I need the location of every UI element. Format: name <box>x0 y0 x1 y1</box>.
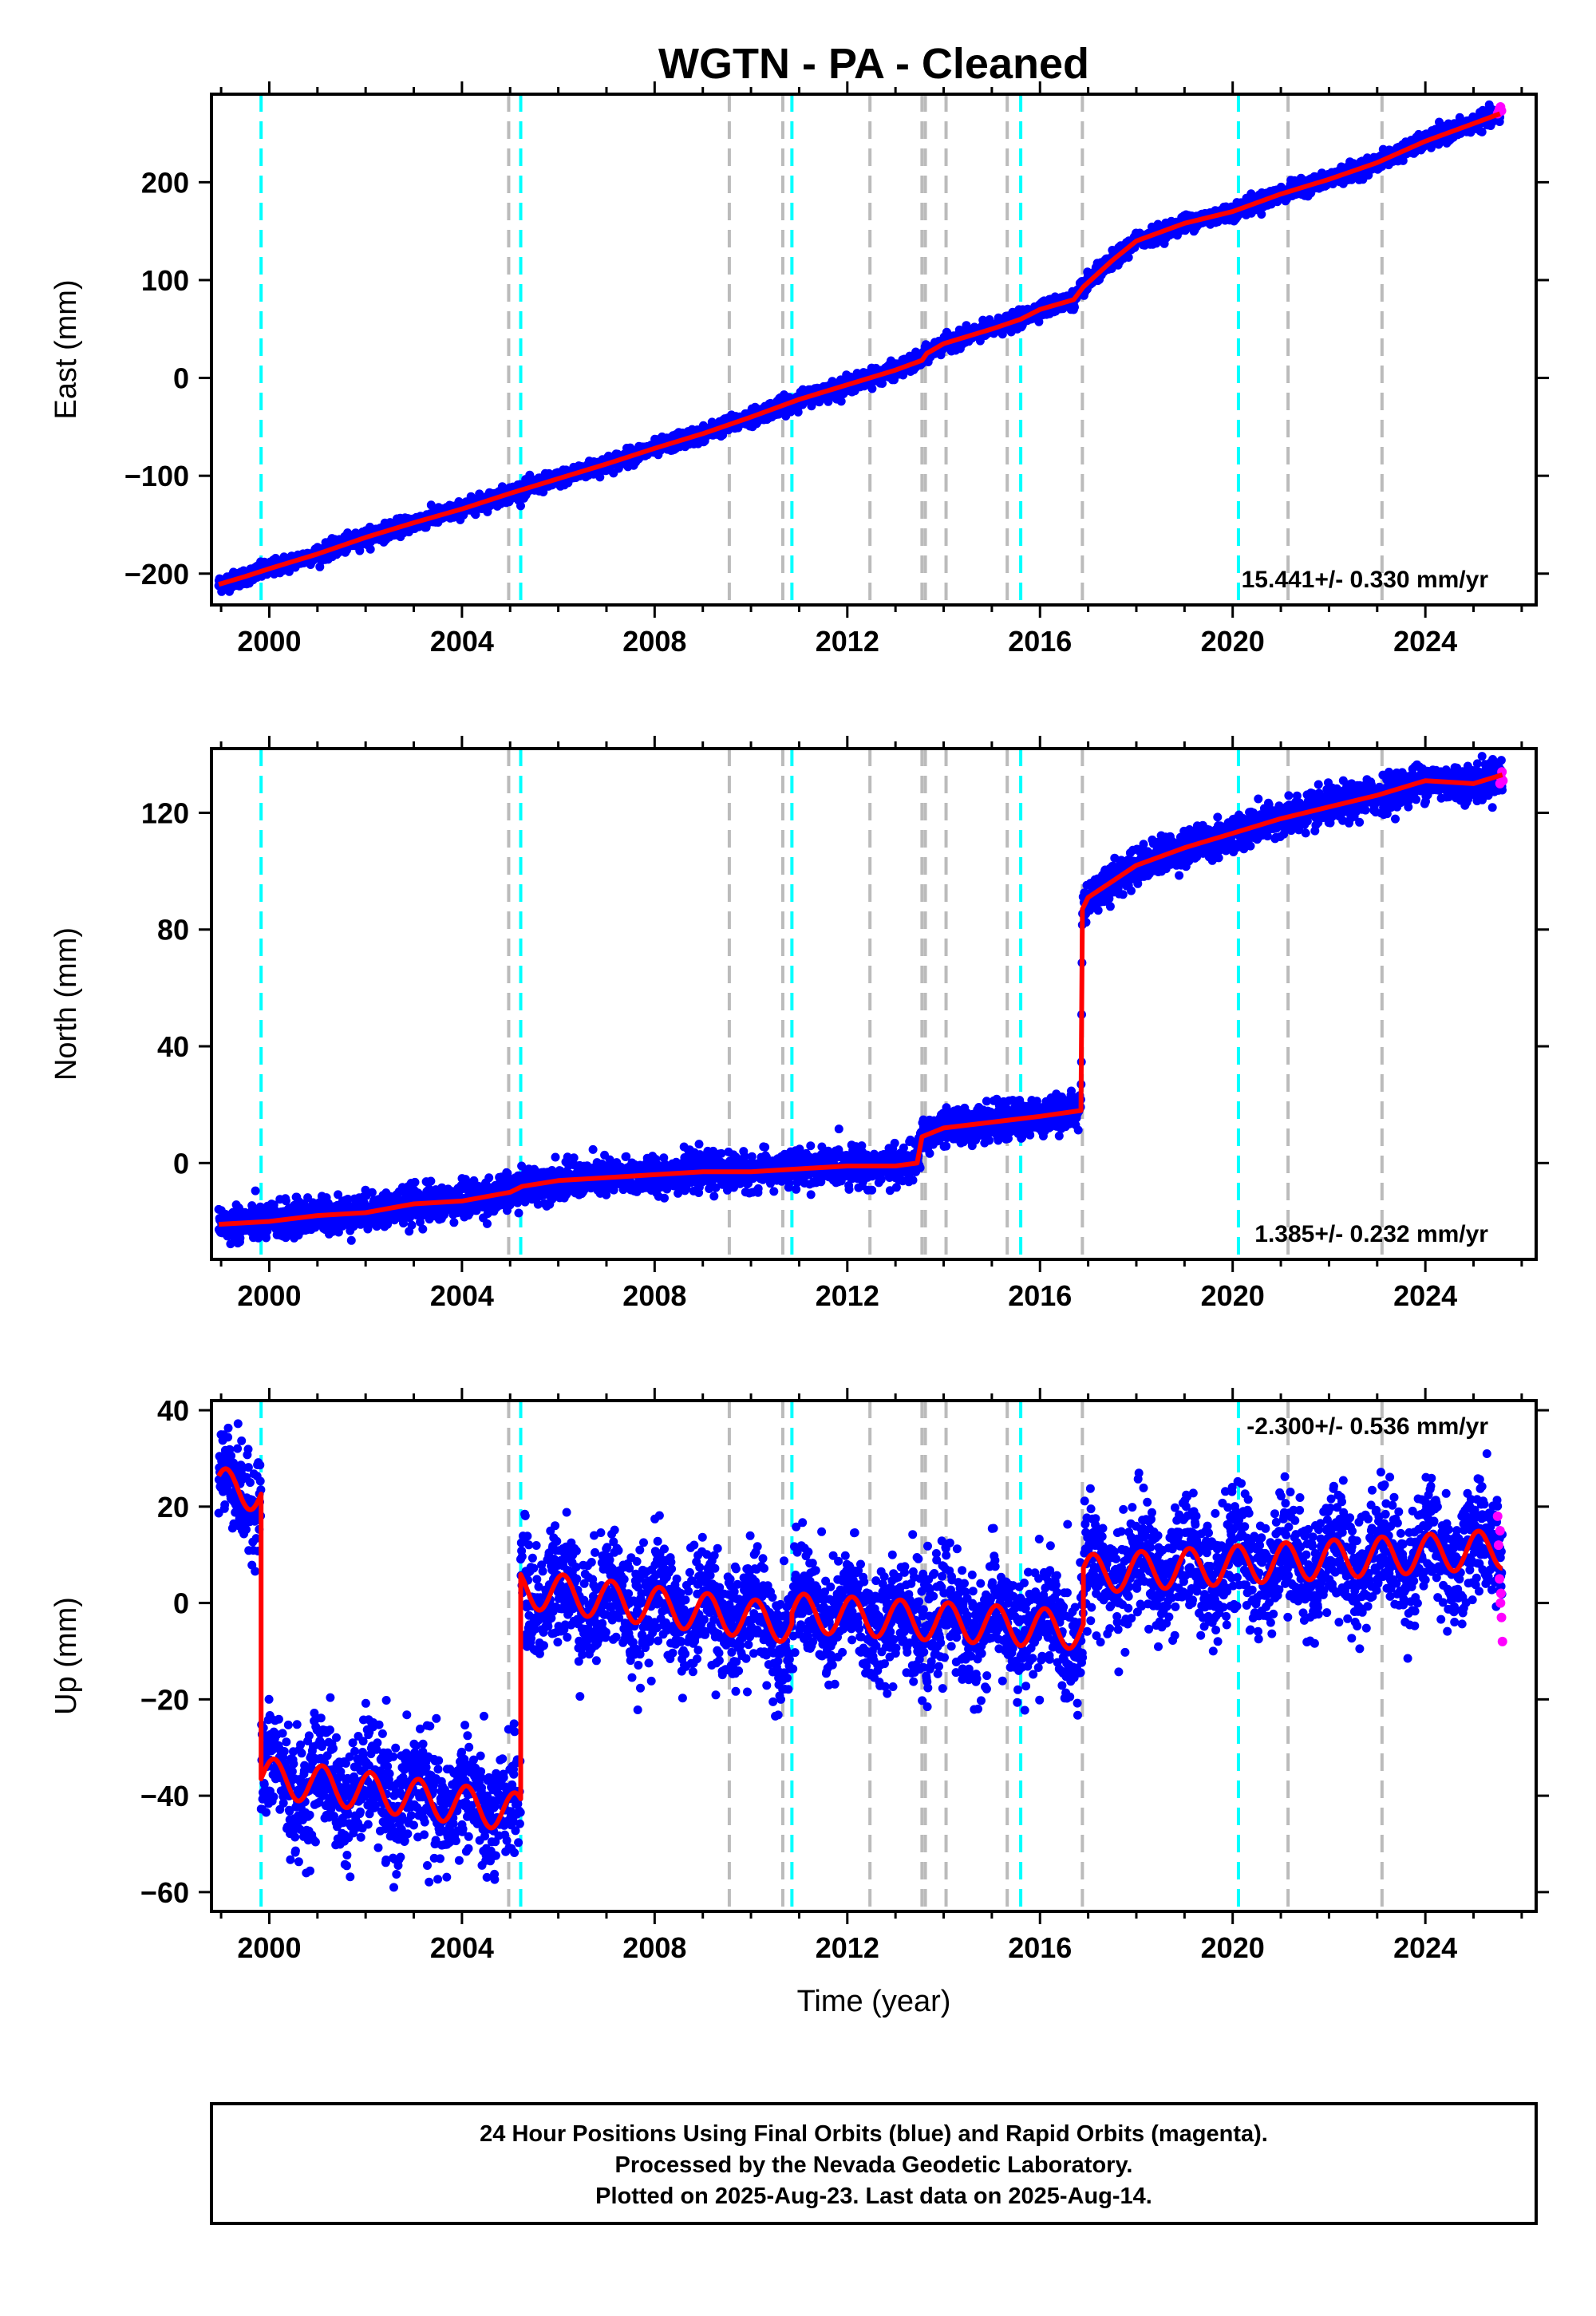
up-panel: 2000 2004 2008 2012 2016 2020 2024 −60 −40 −20 0 20… <box>49 1388 1549 1964</box>
east-x-tick-label: 2012 <box>816 625 879 658</box>
up-frame <box>210 1399 1538 1913</box>
up-x-tick-label: 2004 <box>430 1931 494 1964</box>
up-y-tick-label: −40 <box>140 1780 189 1812</box>
north-y-tick-label: 40 <box>157 1030 189 1063</box>
north-plot-area <box>214 749 1508 1259</box>
east-y-tick-label: −100 <box>124 460 189 492</box>
footer-box <box>210 2102 1538 2225</box>
north-x-tick-label: 2008 <box>622 1279 686 1312</box>
x-axis-label: Time (year) <box>797 1985 951 2018</box>
north-x-tick-label: 2016 <box>1008 1279 1072 1312</box>
up-rate-label: -2.300+/- 0.536 mm/yr <box>1246 1413 1488 1440</box>
east-x-tick-label: 2000 <box>237 625 301 658</box>
north-y-tick-label: 0 <box>173 1147 189 1180</box>
north-x-tick-label: 2024 <box>1393 1279 1457 1312</box>
up-x-tick-label: 2020 <box>1201 1931 1265 1964</box>
east-plot-area <box>214 94 1507 605</box>
up-rapid-orbit-point <box>1493 1540 1503 1551</box>
up-x-tick-label: 2012 <box>816 1931 879 1964</box>
up-x-tick-label: 2016 <box>1008 1931 1072 1964</box>
up-y-tick-label: −20 <box>140 1683 189 1716</box>
north-panel: 2000 2004 2008 2012 2016 2020 2024 0 40 80 120 Nort… <box>49 736 1549 1312</box>
north-x-tick-label: 2020 <box>1201 1279 1265 1312</box>
north-rate-label: 1.385+/- 0.232 mm/yr <box>1254 1221 1488 1247</box>
up-rapid-orbit-point <box>1495 1574 1505 1584</box>
north-x-tick-label: 2000 <box>237 1279 301 1312</box>
up-model-line <box>216 1466 1505 1831</box>
up-x-tick-label: 2000 <box>237 1931 301 1964</box>
up-rapid-orbit-point <box>1495 1598 1506 1608</box>
east-y-tick-label: 100 <box>141 264 189 297</box>
up-y-tick-label: 0 <box>173 1587 189 1620</box>
east-x-tick-label: 2016 <box>1008 625 1072 658</box>
north-final-orbit-points <box>214 752 1507 1249</box>
north-x-tick-label: 2012 <box>816 1279 879 1312</box>
east-x-tick-label: 2004 <box>430 625 494 658</box>
north-frame <box>210 747 1538 1261</box>
north-y-tick-label: 120 <box>141 796 189 829</box>
up-rapid-orbit-point <box>1497 1636 1507 1646</box>
up-plot-area <box>214 1401 1507 1911</box>
up-x-tick-label: 2024 <box>1393 1931 1457 1964</box>
up-rapid-orbit-point <box>1495 1588 1506 1599</box>
up-y-tick-label: 40 <box>157 1394 189 1427</box>
north-rapid-orbit-point <box>1498 776 1508 786</box>
up-final-orbit-points <box>214 1419 1507 1892</box>
east-frame <box>210 93 1538 607</box>
east-x-tick-label: 2024 <box>1393 625 1457 658</box>
up-rapid-orbit-point <box>1492 1511 1503 1521</box>
east-rate-label: 15.441+/- 0.330 mm/yr <box>1242 567 1489 593</box>
east-model-line <box>218 111 1501 587</box>
east-y-tick-label: 0 <box>173 362 189 395</box>
east-panel: 2000 2004 2008 2012 2016 2020 2024 −200 −100 0 100… <box>49 81 1549 658</box>
north-y-axis-label: North (mm) <box>49 927 83 1081</box>
east-y-tick-label: −200 <box>124 558 189 591</box>
east-x-tick-label: 2008 <box>622 625 686 658</box>
up-x-tick-label: 2008 <box>622 1931 686 1964</box>
footer-line-1: 24 Hour Positions Using Final Orbits (bl… <box>480 2121 1268 2147</box>
up-rapid-orbit-point <box>1496 1612 1507 1622</box>
east-x-tick-label: 2020 <box>1201 625 1265 658</box>
east-y-axis-label: East (mm) <box>49 279 83 419</box>
footer-line-3: Plotted on 2025-Aug-23. Last data on 202… <box>595 2184 1152 2209</box>
east-y-tick-label: 200 <box>141 166 189 199</box>
footer-line-2: Processed by the Nevada Geodetic Laborat… <box>615 2152 1133 2178</box>
east-final-orbit-points <box>214 100 1505 596</box>
north-x-tick-label: 2004 <box>430 1279 494 1312</box>
up-y-tick-label: −60 <box>140 1876 189 1909</box>
chart-title: WGTN - PA - Cleaned <box>658 40 1089 88</box>
up-y-axis-label: Up (mm) <box>49 1597 83 1715</box>
up-y-tick-label: 20 <box>157 1491 189 1524</box>
north-model-line <box>218 773 1503 1227</box>
north-y-tick-label: 80 <box>157 914 189 947</box>
up-rapid-orbit-point <box>1495 1526 1505 1536</box>
